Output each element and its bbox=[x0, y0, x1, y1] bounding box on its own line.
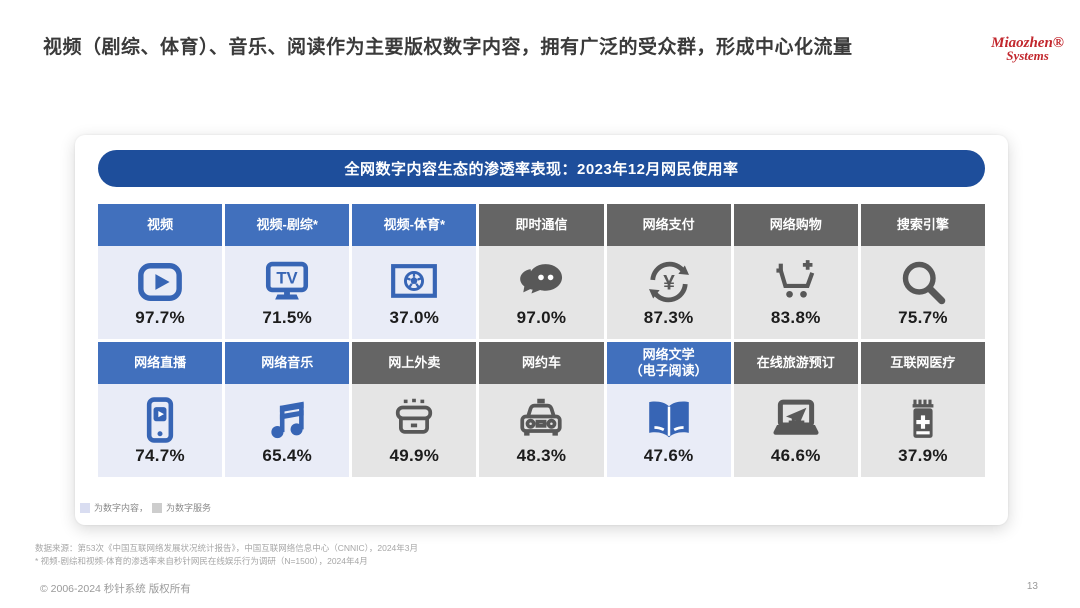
penetration-value: 97.0% bbox=[516, 308, 567, 327]
penetration-value: 74.7% bbox=[135, 446, 185, 465]
category-cell: 97.7% bbox=[98, 246, 223, 339]
category-label: 网络支付 bbox=[606, 204, 731, 246]
payment-cycle-icon: ¥ bbox=[643, 257, 695, 307]
penetration-value: 47.6% bbox=[643, 446, 694, 465]
svg-text:¥: ¥ bbox=[663, 272, 675, 295]
category-column-payment-cycle: 网络支付 ¥87.3% bbox=[606, 204, 731, 339]
tv-icon: TV bbox=[261, 257, 313, 307]
footnotes: 数据来源：第53次《中国互联网络发展状况统计报告》，中国互联网络信息中心（CNN… bbox=[35, 542, 418, 568]
panel-header: 全网数字内容生态的渗透率表现：2023年12月网民使用率 bbox=[98, 150, 985, 187]
category-label: 网约车 bbox=[479, 342, 604, 384]
legend-label: 为数字内容， bbox=[94, 503, 149, 513]
category-label: 网络文学 （电子阅读） bbox=[606, 342, 731, 384]
laptop-plane-icon bbox=[770, 395, 822, 445]
copyright: © 2006-2024 秒针系统 版权所有 bbox=[40, 583, 191, 595]
category-cell: 83.8% bbox=[733, 246, 858, 339]
penetration-value: 46.6% bbox=[770, 446, 821, 465]
category-cell: 97.0% bbox=[479, 246, 604, 339]
category-cell: 75.7% bbox=[860, 246, 985, 339]
magnifier-icon bbox=[897, 257, 949, 307]
content-card: 全网数字内容生态的渗透率表现：2023年12月网民使用率 视频 97.7% 视频-剧… bbox=[75, 135, 1008, 525]
taxi-icon bbox=[515, 395, 567, 445]
category-cell: 46.6% bbox=[733, 384, 858, 477]
penetration-value: 37.0% bbox=[389, 308, 440, 327]
penetration-value: 49.9% bbox=[389, 446, 440, 465]
grid-row: 视频 97.7% 视频-剧综* TV 71.5% 视频-体育* 37.0% 即时通信 97.0%… bbox=[98, 204, 985, 339]
category-label: 互联网医疗 bbox=[860, 342, 985, 384]
penetration-value: 48.3% bbox=[516, 446, 567, 465]
penetration-value: 83.8% bbox=[770, 308, 821, 327]
svg-text:TV: TV bbox=[277, 268, 298, 287]
category-column-tv: 视频-剧综* TV 71.5% bbox=[225, 204, 350, 339]
category-column-phone-live: 网络直播 74.7% bbox=[98, 342, 223, 477]
category-column-cart-plus: 网络购物 83.8% bbox=[733, 204, 858, 339]
category-column-sports-screen: 视频-体育* 37.0% bbox=[352, 204, 477, 339]
category-label: 在线旅游预订 bbox=[733, 342, 858, 384]
penetration-grid: 视频 97.7% 视频-剧综* TV 71.5% 视频-体育* 37.0% 即时通信 97.0%… bbox=[98, 204, 985, 477]
video-play-icon bbox=[134, 257, 186, 307]
penetration-value: 75.7% bbox=[898, 308, 948, 327]
category-column-magnifier: 搜索引擎 75.7% bbox=[860, 204, 985, 339]
legend: 为数字内容， 为数字服务 bbox=[80, 501, 211, 514]
logo-line1: Miaozhen® bbox=[991, 35, 1064, 51]
grid-row: 网络直播 74.7% 网络音乐 65.4% 网上外卖 49.9% 网约车 48.3% 网络文学 … bbox=[98, 342, 985, 477]
category-column-video-play: 视频 97.7% bbox=[98, 204, 223, 339]
penetration-value: 65.4% bbox=[262, 446, 313, 465]
category-column-takeout-box: 网上外卖 49.9% bbox=[352, 342, 477, 477]
legend-label: 为数字服务 bbox=[166, 503, 212, 513]
category-label: 网络音乐 bbox=[225, 342, 350, 384]
sports-screen-icon bbox=[388, 257, 440, 307]
medicine-bottle-icon bbox=[897, 395, 949, 445]
legend-swatch bbox=[152, 502, 163, 513]
category-label: 搜索引擎 bbox=[860, 204, 985, 246]
category-label: 视频-体育* bbox=[352, 204, 477, 246]
category-label: 视频-剧综* bbox=[225, 204, 350, 246]
logo-line2: Systems bbox=[1006, 48, 1049, 64]
penetration-value: 71.5% bbox=[262, 308, 313, 327]
category-cell: 65.4% bbox=[225, 384, 350, 477]
category-cell: TV 71.5% bbox=[225, 246, 350, 339]
category-column-taxi: 网约车 48.3% bbox=[479, 342, 604, 477]
penetration-value: 37.9% bbox=[898, 446, 948, 465]
category-cell: ¥87.3% bbox=[606, 246, 731, 339]
category-column-open-book: 网络文学 （电子阅读） 47.6% bbox=[606, 342, 731, 477]
page-title: 视频（剧综、体育）、音乐、阅读作为主要版权数字内容，拥有广泛的受众群，形成中心化… bbox=[43, 37, 853, 58]
category-cell: 47.6% bbox=[606, 384, 731, 477]
takeout-box-icon bbox=[388, 395, 440, 445]
footnote-source: 数据来源：第53次《中国互联网络发展状况统计报告》，中国互联网络信息中心（CNN… bbox=[35, 543, 419, 553]
category-cell: 48.3% bbox=[479, 384, 604, 477]
footnote-survey: * 视频-剧综和视频-体育的渗透率来自秒针网民在线娱乐行为调研（N=1500），… bbox=[35, 556, 368, 566]
category-cell: 49.9% bbox=[352, 384, 477, 477]
category-column-medicine-bottle: 互联网医疗 37.9% bbox=[860, 342, 985, 477]
legend-swatch bbox=[80, 502, 90, 513]
category-cell: 37.0% bbox=[352, 246, 477, 339]
music-notes-icon bbox=[261, 395, 313, 445]
penetration-value: 97.7% bbox=[135, 308, 185, 327]
penetration-value: 87.3% bbox=[643, 308, 694, 327]
category-cell: 37.9% bbox=[860, 384, 985, 477]
category-column-chat-bubbles: 即时通信 97.0% bbox=[479, 204, 604, 339]
category-label: 即时通信 bbox=[479, 204, 604, 246]
chat-bubbles-icon bbox=[515, 257, 567, 307]
miaozhen-logo: Miaozhen® Systems bbox=[991, 35, 1064, 64]
category-label: 视频 bbox=[98, 204, 223, 246]
category-label: 网络购物 bbox=[733, 204, 858, 246]
category-label: 网络直播 bbox=[98, 342, 223, 384]
category-cell: 74.7% bbox=[98, 384, 223, 477]
open-book-icon bbox=[643, 395, 695, 445]
phone-live-icon bbox=[134, 395, 186, 445]
cart-plus-icon bbox=[770, 257, 822, 307]
category-column-music-notes: 网络音乐 65.4% bbox=[225, 342, 350, 477]
category-label: 网上外卖 bbox=[352, 342, 477, 384]
page-number: 13 bbox=[1026, 581, 1038, 592]
category-column-laptop-plane: 在线旅游预订 46.6% bbox=[733, 342, 858, 477]
